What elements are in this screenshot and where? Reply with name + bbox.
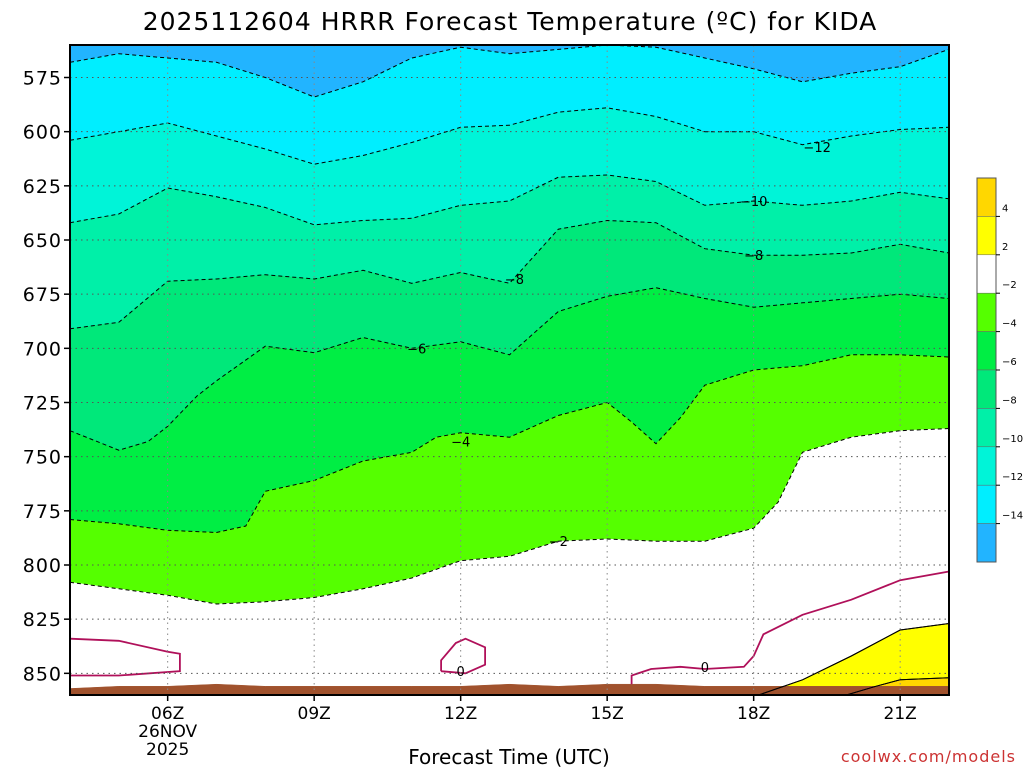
x-tick-sublabel: 26NOV bbox=[138, 722, 197, 742]
band-terrain bbox=[69, 683, 950, 696]
isotherm-line bbox=[69, 107, 950, 165]
contour-label: −8 bbox=[744, 249, 763, 264]
colorbar-bin bbox=[976, 446, 997, 486]
colorbar-label: −4 bbox=[1002, 319, 1017, 330]
y-tick-label: 850 bbox=[23, 663, 62, 685]
colorbar-label: 4 bbox=[1002, 203, 1008, 214]
colorbar-bin bbox=[976, 177, 997, 217]
isotherm-line bbox=[846, 677, 950, 696]
colorbar-bin bbox=[976, 216, 997, 256]
contour-labels: −12 −10 −8 −8 −6 −4 −2 0 0 bbox=[407, 141, 831, 680]
contour-label: 0 bbox=[701, 661, 709, 676]
x-tick-label: 15Z bbox=[591, 704, 624, 724]
plot-gridlines bbox=[70, 45, 949, 695]
colorbar-bin bbox=[976, 408, 997, 448]
colorbar-bin bbox=[976, 331, 997, 371]
zero-isotherm bbox=[630, 570, 950, 685]
zero-isotherm bbox=[440, 637, 487, 675]
plot-frame bbox=[69, 44, 950, 696]
isotherm-line bbox=[69, 354, 950, 534]
colorbar-legend: 4 2 −2 −4 −6 −8 −10 −12 −14 bbox=[976, 177, 1023, 563]
y-tick-label: 575 bbox=[23, 68, 62, 90]
chart-title: 2025112604 HRRR Forecast Temperature (ºC… bbox=[143, 7, 878, 36]
y-tick-label: 750 bbox=[23, 447, 62, 469]
colorbar-label: −10 bbox=[1002, 434, 1023, 445]
colorbar-label: −8 bbox=[1002, 395, 1017, 406]
colorbar-bin bbox=[976, 254, 997, 294]
y-tick-label: 775 bbox=[23, 501, 62, 523]
x-tick-label: 21Z bbox=[884, 704, 917, 724]
x-tick-label: 12Z bbox=[444, 704, 477, 724]
colorbar-bin bbox=[976, 292, 997, 332]
y-tick-label: 800 bbox=[23, 555, 62, 577]
x-tick-label: 09Z bbox=[298, 704, 331, 724]
contour-label: −10 bbox=[740, 195, 767, 210]
colorbar-label: −6 bbox=[1002, 357, 1017, 368]
isotherm-line bbox=[69, 219, 950, 330]
contour-lines bbox=[69, 44, 950, 696]
x-axis-label: Forecast Time (UTC) bbox=[408, 745, 610, 768]
zero-isotherm bbox=[69, 637, 181, 677]
colorbar-bin bbox=[976, 369, 997, 409]
y-tick-label: 625 bbox=[23, 176, 62, 198]
y-tick-label: 600 bbox=[23, 122, 62, 144]
colorbar-label: 2 bbox=[1002, 242, 1008, 253]
contour-label: 0 bbox=[457, 665, 465, 680]
y-axis: 575 600 625 650 675 700 725 750 775 800 825 850 bbox=[23, 68, 70, 685]
colorbar-bin bbox=[976, 484, 997, 524]
x-tick-label: 06Z bbox=[151, 704, 184, 724]
y-tick-label: 725 bbox=[23, 393, 62, 415]
contour-label: −6 bbox=[407, 342, 426, 357]
y-tick-label: 675 bbox=[23, 284, 62, 306]
contour-label: −4 bbox=[451, 436, 470, 451]
colorbar-label: −2 bbox=[1002, 280, 1017, 291]
contour-label: −8 bbox=[505, 273, 524, 288]
y-tick-label: 650 bbox=[23, 230, 62, 252]
colorbar-bin bbox=[976, 523, 997, 563]
x-tick-sublabel: 2025 bbox=[146, 740, 189, 760]
contour-filled-bands bbox=[69, 44, 950, 696]
x-tick-label: 18Z bbox=[737, 704, 770, 724]
credit-link[interactable]: coolwx.com/models bbox=[841, 747, 1016, 766]
contour-label: −12 bbox=[803, 141, 830, 156]
colorbar-label: −12 bbox=[1002, 472, 1023, 483]
isotherm-line bbox=[69, 428, 950, 605]
colorbar-label: −14 bbox=[1002, 511, 1023, 522]
y-tick-label: 700 bbox=[23, 338, 62, 360]
isotherm-line bbox=[69, 287, 950, 451]
isotherm-line bbox=[69, 174, 950, 226]
isotherm-line bbox=[758, 623, 950, 696]
contour-label: −2 bbox=[549, 535, 568, 550]
y-tick-label: 825 bbox=[23, 609, 62, 631]
